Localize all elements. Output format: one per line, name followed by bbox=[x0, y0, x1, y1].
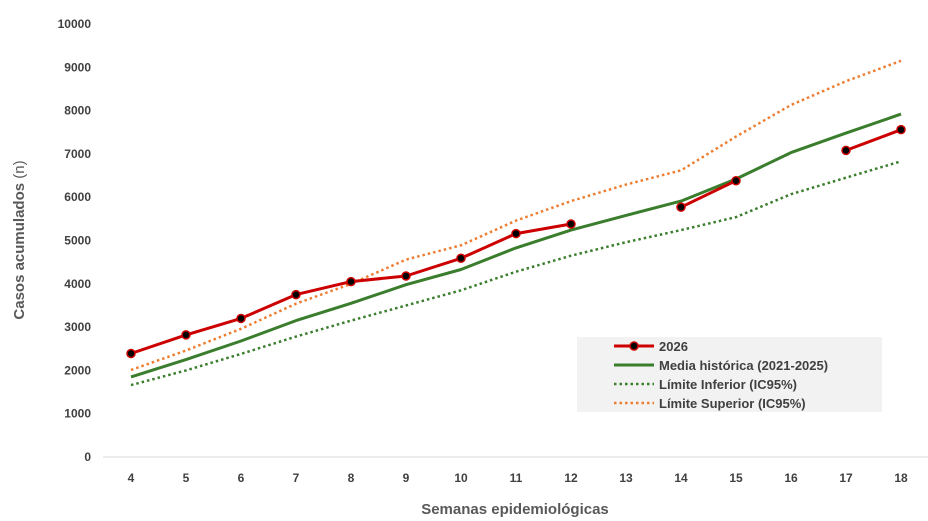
x-tick-label: 15 bbox=[729, 471, 743, 485]
data-point bbox=[181, 330, 191, 340]
x-tick-label: 9 bbox=[403, 471, 410, 485]
x-tick-label: 18 bbox=[894, 471, 908, 485]
legend-item: Límite Inferior (IC95%) bbox=[614, 377, 797, 392]
x-tick-label: 12 bbox=[564, 471, 578, 485]
legend-label: 2026 bbox=[659, 339, 688, 354]
data-point bbox=[896, 124, 906, 135]
x-tick-label: 13 bbox=[619, 471, 633, 485]
y-tick-label: 0 bbox=[84, 450, 91, 464]
series-0 bbox=[126, 124, 906, 359]
x-tick-label: 14 bbox=[674, 471, 688, 485]
series-line bbox=[130, 112, 902, 379]
x-tick-label: 17 bbox=[839, 471, 853, 485]
y-tick-label: 2000 bbox=[64, 363, 91, 377]
legend-label: Límite Superior (IC95%) bbox=[659, 396, 806, 411]
legend-item: Límite Superior (IC95%) bbox=[614, 396, 806, 411]
series-1 bbox=[130, 112, 902, 379]
x-tick-label: 8 bbox=[348, 471, 355, 485]
series-line bbox=[845, 128, 902, 152]
data-point bbox=[126, 348, 136, 359]
data-point bbox=[511, 228, 521, 239]
legend-label: Media histórica (2021-2025) bbox=[659, 358, 828, 373]
y-tick-label: 3000 bbox=[64, 320, 91, 334]
data-point bbox=[676, 202, 686, 212]
legend: 2026 Media histórica (2021-2025) Límite In… bbox=[577, 337, 882, 412]
series-line bbox=[680, 179, 737, 209]
legend-item: 2026 bbox=[614, 339, 688, 354]
x-tick-label: 10 bbox=[454, 471, 468, 485]
series-line bbox=[130, 59, 902, 372]
legend-background bbox=[577, 337, 882, 412]
data-point bbox=[841, 145, 851, 156]
y-axis-title-unit: (n) bbox=[11, 160, 28, 183]
x-axis-title: Semanas epidemiológicas bbox=[421, 501, 609, 518]
x-tick-label: 6 bbox=[238, 471, 245, 485]
x-tick-label: 4 bbox=[128, 471, 135, 485]
series-layer bbox=[126, 59, 906, 387]
series-2 bbox=[130, 160, 902, 387]
x-tick-label: 7 bbox=[293, 471, 300, 485]
data-point bbox=[291, 289, 301, 300]
y-tick-label: 8000 bbox=[64, 104, 91, 118]
data-point bbox=[346, 276, 356, 287]
x-tick-label: 11 bbox=[510, 471, 523, 485]
y-axis-title: Casos acumulados (n) bbox=[11, 160, 28, 319]
legend-marker bbox=[629, 341, 639, 351]
y-axis-title-main: Casos acumulados bbox=[11, 183, 28, 320]
data-point bbox=[456, 253, 466, 264]
data-point bbox=[566, 219, 576, 229]
y-tick-label: 10000 bbox=[58, 17, 92, 31]
y-tick-label: 9000 bbox=[64, 60, 91, 74]
x-axis-ticks: 4 5 6 7 8 9 10 11 12 13 14 15 16 17 18 bbox=[128, 471, 908, 485]
y-tick-label: 4000 bbox=[64, 277, 91, 291]
series-line bbox=[130, 160, 902, 387]
x-tick-label: 16 bbox=[784, 471, 798, 485]
y-tick-label: 1000 bbox=[64, 407, 91, 421]
y-tick-label: 5000 bbox=[64, 234, 91, 248]
y-tick-label: 6000 bbox=[64, 190, 91, 204]
series-3 bbox=[130, 59, 902, 372]
data-point bbox=[731, 175, 741, 186]
series-line bbox=[130, 222, 572, 355]
y-axis-ticks: 0 1000 2000 3000 4000 5000 6000 7000 8000 9000 100… bbox=[58, 17, 92, 464]
data-point bbox=[401, 271, 411, 281]
legend-label: Límite Inferior (IC95%) bbox=[659, 377, 797, 392]
x-tick-label: 5 bbox=[183, 471, 190, 485]
data-point bbox=[236, 313, 246, 324]
y-tick-label: 7000 bbox=[64, 147, 91, 161]
legend-item: Media histórica (2021-2025) bbox=[614, 358, 828, 373]
